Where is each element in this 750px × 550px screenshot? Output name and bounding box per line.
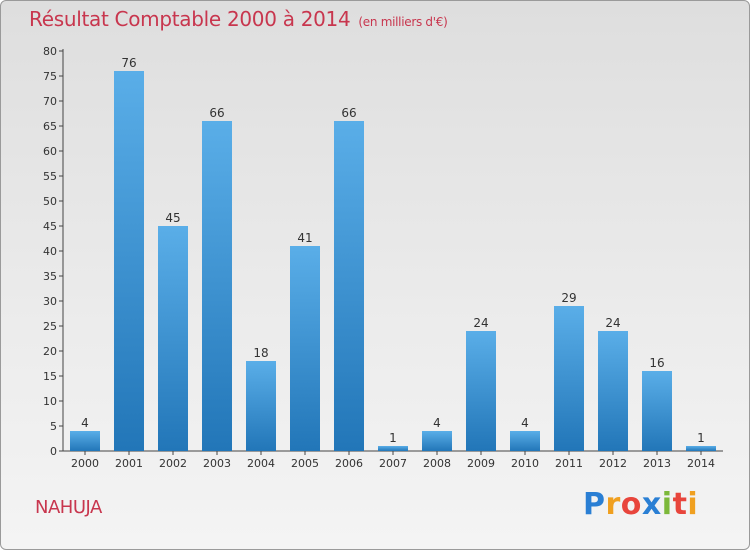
bar [598, 331, 628, 451]
y-tick-label: 20 [43, 345, 57, 358]
bar [378, 446, 408, 451]
bar [202, 121, 232, 451]
y-tick-label: 60 [43, 145, 57, 158]
bar [158, 226, 188, 451]
x-tick-label: 2000 [71, 457, 99, 470]
x-tick-label: 2001 [115, 457, 143, 470]
logo-letter: o [620, 487, 642, 522]
y-tick-label: 15 [43, 370, 57, 383]
bar-value-label: 1 [697, 431, 705, 445]
chart-title: Résultat Comptable 2000 à 2014 (en millie… [29, 7, 448, 31]
bar-value-label: 66 [209, 106, 224, 120]
bar-value-label: 4 [521, 416, 529, 430]
chart-title-text: Résultat Comptable 2000 à 2014 [29, 7, 351, 31]
bar-value-label: 45 [165, 211, 180, 225]
bar-value-label: 16 [649, 356, 664, 370]
y-tick-label: 65 [43, 120, 57, 133]
bar [422, 431, 452, 451]
y-tick-label: 5 [50, 420, 57, 433]
x-tick-label: 2003 [203, 457, 231, 470]
x-tick-label: 2007 [379, 457, 407, 470]
y-tick-label: 0 [50, 445, 57, 458]
y-tick-label: 80 [43, 45, 57, 58]
x-tick-label: 2005 [291, 457, 319, 470]
bar-value-label: 29 [561, 291, 576, 305]
bar-value-label: 76 [121, 56, 136, 70]
logo-letter: t [672, 487, 688, 522]
y-tick-label: 70 [43, 95, 57, 108]
y-tick-label: 30 [43, 295, 57, 308]
x-tick-label: 2013 [643, 457, 671, 470]
bar [466, 331, 496, 451]
y-tick-label: 50 [43, 195, 57, 208]
logo-letter: i [687, 487, 699, 522]
bar [642, 371, 672, 451]
bar-value-label: 1 [389, 431, 397, 445]
y-tick-label: 75 [43, 70, 57, 83]
bar [246, 361, 276, 451]
x-tick-label: 2006 [335, 457, 363, 470]
bar-value-label: 18 [253, 346, 268, 360]
bar [334, 121, 364, 451]
x-tick-label: 2010 [511, 457, 539, 470]
x-tick-label: 2009 [467, 457, 495, 470]
x-tick-label: 2012 [599, 457, 627, 470]
logo-letter: x [641, 487, 662, 522]
bar [290, 246, 320, 451]
x-tick-label: 2014 [687, 457, 715, 470]
proxiti-logo: Proxiti [583, 487, 698, 522]
chart-subtitle: (en milliers d'€) [358, 15, 448, 29]
logo-letter: r [605, 487, 621, 522]
logo-letter: P [583, 487, 606, 522]
bar-value-label: 41 [297, 231, 312, 245]
bar [686, 446, 716, 451]
y-tick-label: 35 [43, 270, 57, 283]
x-tick-label: 2002 [159, 457, 187, 470]
y-tick-label: 45 [43, 220, 57, 233]
bar-value-label: 24 [473, 316, 488, 330]
logo-letter: i [661, 487, 673, 522]
y-tick-label: 25 [43, 320, 57, 333]
y-tick-label: 10 [43, 395, 57, 408]
bar-value-label: 4 [81, 416, 89, 430]
commune-name: NAHUJA [35, 497, 102, 518]
y-tick-label: 55 [43, 170, 57, 183]
x-tick-label: 2011 [555, 457, 583, 470]
bar-value-label: 66 [341, 106, 356, 120]
bar-value-label: 4 [433, 416, 441, 430]
bar [114, 71, 144, 451]
bar [510, 431, 540, 451]
x-tick-label: 2008 [423, 457, 451, 470]
x-tick-label: 2004 [247, 457, 275, 470]
y-tick-label: 40 [43, 245, 57, 258]
bar [554, 306, 584, 451]
bar [70, 431, 100, 451]
bar-value-label: 24 [605, 316, 620, 330]
